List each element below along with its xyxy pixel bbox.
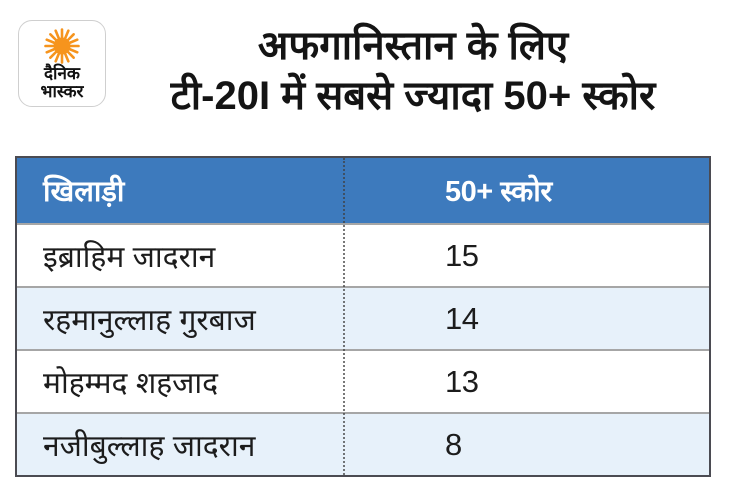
table-row: इब्राहिम जादरान 15 [17, 223, 709, 286]
score-cell: 14 [445, 300, 479, 336]
header-cell-score: 50+ स्कोर [445, 176, 552, 208]
sun-icon [44, 28, 80, 64]
table-header-row: खिलाड़ी 50+ स्कोर [17, 158, 709, 223]
player-name-cell: इब्राहिम जादरान [43, 241, 216, 274]
table-row: मोहम्मद शहजाद 13 [17, 349, 709, 412]
player-name-cell: रहमानुल्लाह गुरबाज [43, 304, 256, 337]
logo-text-line2: भास्कर [40, 81, 84, 101]
score-cell: 15 [445, 237, 479, 273]
title-line2: टी-20I में सबसे ज्यादा 50+ स्कोर [170, 74, 656, 118]
header-cell-player: खिलाड़ी [43, 176, 125, 208]
table-row: नजीबुल्लाह जादरान 8 [17, 412, 709, 475]
table-row: रहमानुल्लाह गुरबाज 14 [17, 286, 709, 349]
logo-text-line1: दैनिक [44, 64, 80, 83]
dainik-bhaskar-logo: दैनिक भास्कर [18, 20, 106, 107]
title-line1: अफगानिस्तान के लिए [257, 24, 569, 68]
score-cell: 8 [445, 426, 462, 462]
score-cell: 13 [445, 363, 479, 399]
player-name-cell: मोहम्मद शहजाद [43, 367, 219, 400]
page-title: अफगानिस्तान के लिए टी-20I में सबसे ज्याद… [106, 21, 716, 121]
header-area: दैनिक भास्कर अफगानिस्तान के लिए टी-20I म… [0, 0, 730, 121]
player-name-cell: नजीबुल्लाह जादरान [43, 430, 256, 463]
stats-table: खिलाड़ी 50+ स्कोर इब्राहिम जादरान 15 रहम… [15, 156, 711, 477]
